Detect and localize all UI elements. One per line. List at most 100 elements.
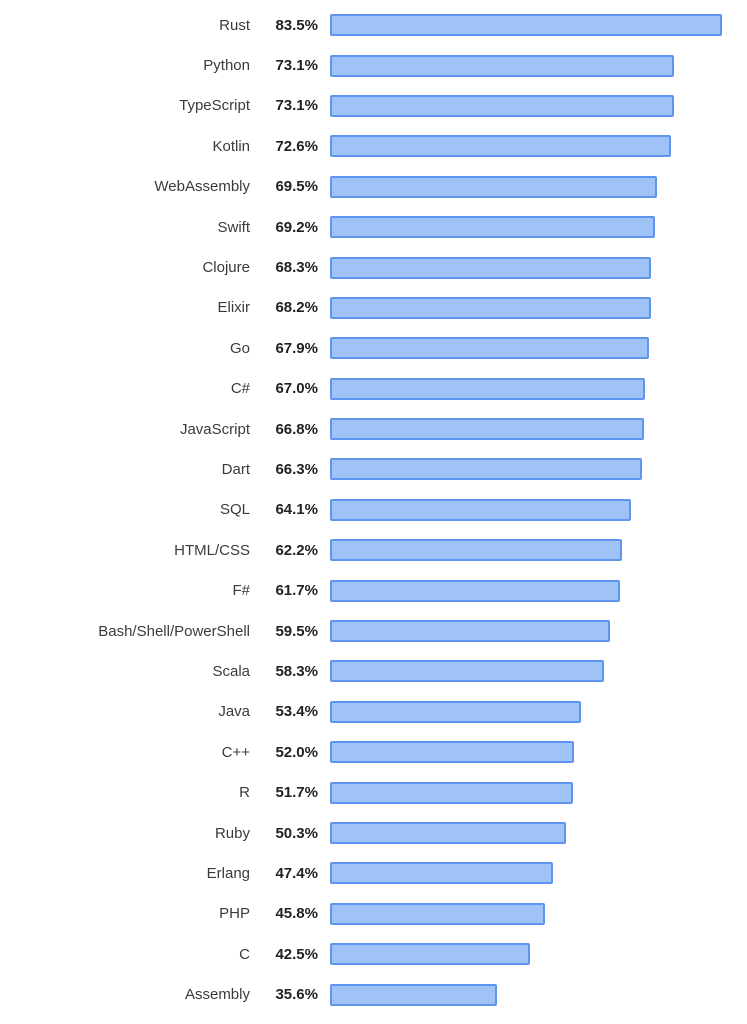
language-label: R	[239, 784, 250, 802]
bar	[330, 822, 567, 844]
language-label: C#	[230, 380, 250, 398]
bar-track	[330, 14, 747, 37]
language-label: TypeScript	[179, 97, 250, 115]
chart-row: F# 61.7%	[0, 570, 747, 610]
language-label: Clojure	[202, 259, 250, 277]
language-label: WebAssembly	[154, 178, 250, 196]
bar-track	[330, 498, 747, 521]
bar-track	[330, 902, 747, 925]
bar	[330, 296, 651, 319]
chart-row: Kotlin 72.6%	[0, 126, 747, 166]
percentage-value: 35.6%	[275, 986, 318, 1004]
bar	[330, 620, 610, 643]
language-label: Java	[218, 703, 250, 721]
bar-track	[330, 700, 747, 723]
bar	[330, 377, 645, 400]
bar	[330, 943, 530, 966]
bar	[330, 660, 604, 683]
percentage-value: 59.5%	[275, 622, 318, 640]
bar	[330, 498, 632, 521]
language-label: Assembly	[184, 986, 250, 1004]
bar	[330, 741, 575, 764]
percentage-value: 42.5%	[275, 945, 318, 963]
language-label: Bash/Shell/PowerShell	[98, 622, 250, 640]
bar	[330, 700, 581, 723]
percentage-value: 52.0%	[275, 743, 318, 761]
language-label: PHP	[219, 905, 250, 923]
bar	[330, 781, 573, 804]
chart-row: Rust 83.5%	[0, 5, 747, 45]
bar-track	[330, 135, 747, 158]
bar-track	[330, 216, 747, 239]
language-label: F#	[232, 582, 250, 600]
bar	[330, 579, 620, 602]
chart-row: Erlang 47.4%	[0, 853, 747, 893]
bar-track	[330, 741, 747, 764]
language-label: HTML/CSS	[174, 541, 250, 559]
bar-track	[330, 418, 747, 441]
chart-row: PHP 45.8%	[0, 894, 747, 934]
chart-row: C++ 52.0%	[0, 732, 747, 772]
bar-track	[330, 94, 747, 117]
bar-track	[330, 862, 747, 885]
bar	[330, 862, 553, 885]
bar	[330, 418, 644, 441]
percentage-value: 73.1%	[275, 57, 318, 75]
percentage-value: 51.7%	[275, 784, 318, 802]
chart-row: TypeScript 73.1%	[0, 86, 747, 126]
language-label: Erlang	[206, 864, 250, 882]
bar-track	[330, 458, 747, 481]
bar-track	[330, 377, 747, 400]
chart-row: R 51.7%	[0, 772, 747, 812]
percentage-value: 69.5%	[275, 178, 318, 196]
bar-track	[330, 296, 747, 319]
chart-row: C 42.5%	[0, 934, 747, 974]
chart-row: JavaScript 66.8%	[0, 409, 747, 449]
bar	[330, 14, 723, 37]
language-label: Go	[229, 339, 250, 357]
language-label: Kotlin	[212, 137, 250, 155]
chart-row: WebAssembly 69.5%	[0, 167, 747, 207]
chart-row: Bash/Shell/PowerShell 59.5%	[0, 611, 747, 651]
language-label: Python	[203, 57, 250, 75]
chart-row: Go 67.9%	[0, 328, 747, 368]
percentage-value: 72.6%	[275, 137, 318, 155]
bar	[330, 54, 674, 77]
percentage-value: 67.0%	[275, 380, 318, 398]
percentage-value: 83.5%	[275, 16, 318, 34]
chart-row: Ruby 50.3%	[0, 813, 747, 853]
percentage-value: 66.3%	[275, 460, 318, 478]
bar-track	[330, 620, 747, 643]
bar	[330, 902, 546, 925]
chart-row: Elixir 68.2%	[0, 288, 747, 328]
language-label: JavaScript	[179, 420, 250, 438]
bar-track	[330, 256, 747, 279]
bar-track	[330, 943, 747, 966]
percentage-value: 62.2%	[275, 541, 318, 559]
chart-row: Scala 58.3%	[0, 651, 747, 691]
chart-row: C# 67.0%	[0, 369, 747, 409]
chart-row: Dart 66.3%	[0, 449, 747, 489]
language-label: SQL	[219, 501, 250, 519]
language-label: Elixir	[217, 299, 251, 317]
chart-row: Assembly 35.6%	[0, 974, 747, 1014]
bar	[330, 256, 651, 279]
bar	[330, 983, 498, 1006]
percentage-value: 67.9%	[275, 339, 318, 357]
percentage-value: 68.2%	[275, 299, 318, 317]
language-label: Scala	[212, 662, 250, 680]
bar	[330, 216, 656, 239]
language-label: Ruby	[214, 824, 250, 842]
chart-row: Swift 69.2%	[0, 207, 747, 247]
bar	[330, 539, 623, 562]
language-label: Rust	[219, 16, 250, 34]
percentage-value: 53.4%	[275, 703, 318, 721]
bar-track	[330, 660, 747, 683]
percentage-value: 58.3%	[275, 662, 318, 680]
language-label: Swift	[217, 218, 250, 236]
percentage-value: 64.1%	[275, 501, 318, 519]
bar	[330, 458, 642, 481]
percentage-value: 45.8%	[275, 905, 318, 923]
chart-row: Java 53.4%	[0, 692, 747, 732]
